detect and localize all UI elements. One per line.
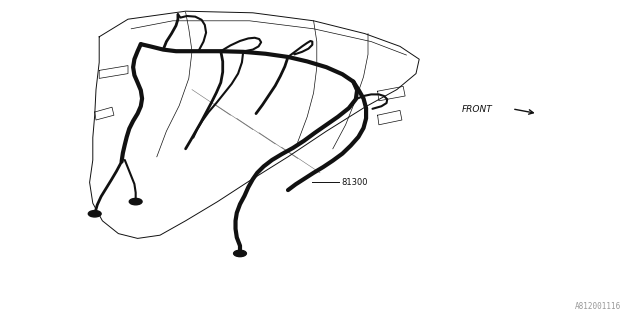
- Circle shape: [129, 198, 142, 205]
- Circle shape: [234, 250, 246, 257]
- Text: A812001116: A812001116: [575, 302, 621, 311]
- Text: 81300: 81300: [341, 178, 367, 187]
- Circle shape: [88, 211, 101, 217]
- Text: FRONT: FRONT: [462, 105, 493, 114]
